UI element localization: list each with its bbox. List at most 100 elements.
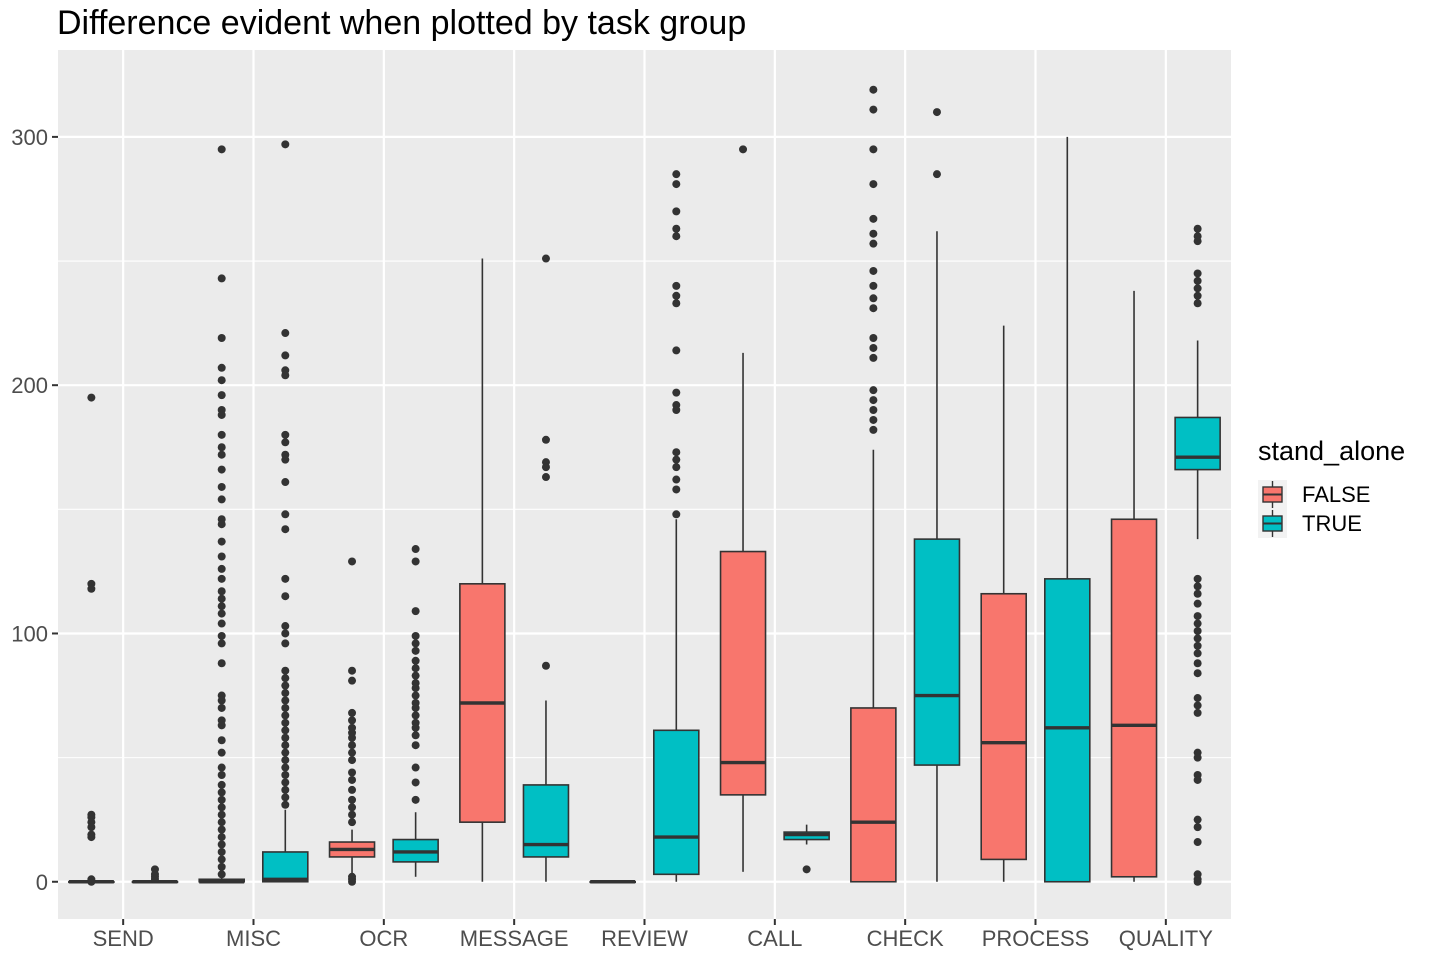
box-iqr [261,851,309,883]
outlier-point [281,430,290,439]
box-message-false [459,258,506,882]
outlier-point [217,840,226,849]
outlier-point [217,770,226,779]
outlier-point [281,785,290,794]
outlier-point [739,145,748,154]
outlier-point [217,847,226,856]
box-series [68,85,1221,886]
outlier-point [1193,619,1202,628]
outlier-point [281,674,290,683]
outlier-point [348,795,357,804]
outlier-point [672,207,681,216]
outlier-point [1193,823,1202,832]
y-axis: 0 100 200 300 [11,125,58,895]
outlier-point [1193,659,1202,668]
outlier-point [541,463,550,472]
box-ocr-true [392,545,439,877]
outlier-point [541,435,550,444]
outlier-point [217,574,226,583]
outlier-point [217,410,226,419]
x-tick-label: SEND [93,926,154,951]
outlier-point [348,810,357,819]
outlier-point [281,696,290,705]
legend-key-false [1258,480,1287,509]
outlier-point [869,281,878,290]
outlier-point [281,718,290,727]
outlier-point [411,711,420,720]
outlier-point [1193,582,1202,591]
outlier-point [672,475,681,484]
outlier-point [217,495,226,504]
box-check-false [850,85,897,883]
outlier-point [217,703,226,712]
legend-title: stand_alone [1258,436,1405,466]
outlier-point [1193,237,1202,246]
outlier-point [348,557,357,566]
outlier-point [217,145,226,154]
outlier-point [1193,649,1202,658]
x-axis: SEND MISC OCR MESSAGE REVIEW CALL CHECK PROCESS… [93,919,1213,951]
box-send-false [68,393,115,886]
outlier-point [869,239,878,248]
outlier-point [217,659,226,668]
outlier-point [217,376,226,385]
outlier-point [281,703,290,712]
box-iqr [719,550,767,796]
series-false [68,85,1158,886]
outlier-point [281,140,290,149]
outlier-point [411,656,420,665]
outlier-point [87,833,96,842]
outlier-point [541,254,550,263]
outlier-point [1193,634,1202,643]
box-iqr [913,538,961,766]
outlier-point [869,343,878,352]
outlier-point [217,748,226,757]
outlier-point [348,818,357,827]
box-send-true [131,865,179,884]
outlier-point [217,564,226,573]
outlier-point [1193,574,1202,583]
outlier-point [217,274,226,283]
outlier-point [869,294,878,303]
outlier-point [802,865,811,874]
outlier-point [348,756,357,765]
outlier-point [281,793,290,802]
outlier-point [217,795,226,804]
outlier-point [1193,269,1202,278]
outlier-point [217,363,226,372]
outlier-point [281,741,290,750]
outlier-point [87,877,96,886]
outlier-point [672,463,681,472]
outlier-point [217,450,226,459]
outlier-point [1193,708,1202,717]
outlier-point [1193,641,1202,650]
outlier-point [217,482,226,491]
outlier-point [281,733,290,742]
outlier-point [217,810,226,819]
outlier-point [411,557,420,566]
outlier-point [932,108,941,117]
outlier-point [281,763,290,772]
outlier-point [217,631,226,640]
outlier-point [281,800,290,809]
outlier-point [281,478,290,487]
outlier-point [217,465,226,474]
box-iqr [850,707,897,883]
outlier-point [217,609,226,618]
series-true [131,108,1221,886]
outlier-point [281,681,290,690]
outlier-point [672,291,681,300]
box-process-true [1044,136,1091,883]
outlier-point [672,180,681,189]
outlier-point [150,875,159,884]
outlier-point [672,224,681,233]
outlier-point [411,778,420,787]
outlier-point [1193,299,1202,308]
outlier-point [1193,589,1202,598]
outlier-point [281,438,290,447]
outlier-point [348,716,357,725]
outlier-point [217,334,226,343]
outlier-point [411,607,420,616]
